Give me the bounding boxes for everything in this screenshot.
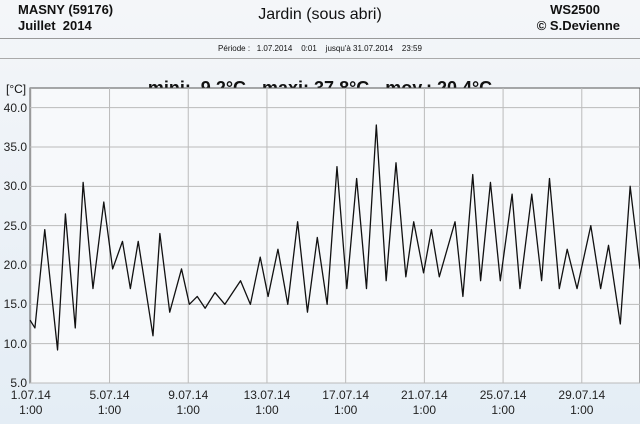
y-tick-label: 25.0 — [3, 218, 27, 233]
month: Juillet 2014 — [18, 18, 92, 33]
x-tick-label: 17.07.14 1:00 — [322, 388, 370, 417]
x-tick-label: 9.07.14 1:00 — [168, 388, 209, 417]
y-tick-label: 20.0 — [3, 258, 27, 272]
location: Jardin (sous abri) — [258, 6, 382, 23]
y-tick-label: 5.0 — [10, 376, 27, 390]
y-tick-label: 40.0 — [3, 100, 27, 115]
x-tick-label: 29.07.14 1:00 — [558, 388, 606, 417]
y-axis-label: [°C] — [6, 82, 27, 96]
y-tick-label: 10.0 — [3, 336, 27, 351]
separator — [0, 58, 640, 59]
plot-area — [29, 87, 640, 384]
period: Période : 1.07.2014 0:01 jusqu'à 31.07.2… — [218, 44, 422, 53]
x-tick-label: 25.07.14 1:00 — [479, 388, 527, 417]
temperature-line — [29, 124, 640, 351]
y-tick-label: 15.0 — [3, 297, 27, 312]
x-tick-label: 5.07.14 1:00 — [89, 388, 130, 417]
separator — [0, 38, 640, 39]
device: WS2500 — [550, 2, 600, 17]
x-tick-label: 21.07.14 1:00 — [401, 388, 448, 417]
y-tick-label: 35.0 — [3, 140, 27, 154]
author: © S.Devienne — [536, 18, 620, 33]
x-tick-label: 13.07.14 1:00 — [243, 388, 291, 417]
station: MASNY (59176) — [18, 2, 114, 17]
y-tick-label: 30.0 — [3, 179, 27, 194]
x-tick-label: 1.07.14 1:00 — [10, 388, 51, 417]
